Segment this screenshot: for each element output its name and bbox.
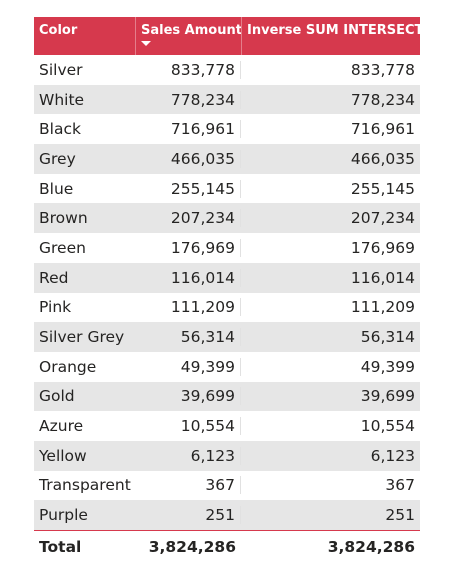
table-row[interactable]: Pink 111,209 111,209 [34, 293, 420, 323]
table-header: Color Sales Amount Inverse SUM INTERSECT [34, 17, 420, 55]
table-row[interactable]: Silver 833,778 833,778 [34, 55, 420, 85]
table-row[interactable]: Black 716,961 716,961 [34, 114, 420, 144]
inverse-sum-intersect-cell: 716,961 [350, 120, 415, 139]
sales-amount-cell: 176,969 [135, 238, 241, 257]
total-inverse-sum-intersect: 3,824,286 [327, 538, 415, 556]
column-header-sales-amount-label: Sales Amount [141, 23, 241, 38]
color-cell: Silver [39, 60, 83, 79]
sales-amount-cell: 716,961 [135, 120, 241, 139]
table-row[interactable]: Blue 255,145 255,145 [34, 174, 420, 204]
column-header-color[interactable]: Color [34, 17, 135, 55]
sales-amount-cell: 49,399 [135, 357, 241, 376]
column-header-inverse-sum-intersect[interactable]: Inverse SUM INTERSECT [241, 17, 420, 55]
sales-amount-cell: 251 [135, 506, 241, 525]
column-header-sales-amount[interactable]: Sales Amount [135, 17, 241, 55]
table-row[interactable]: Red 116,014 116,014 [34, 262, 420, 293]
table-row[interactable]: Orange 49,399 49,399 [34, 352, 420, 382]
color-cell: Transparent [39, 476, 131, 495]
sales-amount-cell: 10,554 [135, 417, 241, 436]
inverse-sum-intersect-cell: 116,014 [350, 268, 415, 287]
inverse-sum-intersect-cell: 367 [385, 476, 415, 495]
color-cell: Yellow [39, 446, 87, 465]
inverse-sum-intersect-cell: 251 [385, 506, 415, 525]
table-row[interactable]: Silver Grey 56,314 56,314 [34, 322, 420, 352]
inverse-sum-intersect-cell: 39,699 [360, 387, 415, 406]
color-cell: Black [39, 120, 81, 139]
sales-amount-cell: 255,145 [135, 179, 241, 198]
sales-amount-cell: 833,778 [135, 60, 241, 79]
inverse-sum-intersect-cell: 466,035 [350, 149, 415, 168]
inverse-sum-intersect-cell: 833,778 [350, 60, 415, 79]
color-cell: Gold [39, 387, 75, 406]
sales-amount-cell: 111,209 [135, 298, 241, 317]
color-cell: Brown [39, 209, 88, 228]
total-label: Total [39, 538, 82, 556]
table-row[interactable]: Transparent 367 367 [34, 471, 420, 501]
sales-amount-cell: 778,234 [135, 90, 241, 109]
color-cell: Azure [39, 417, 84, 436]
inverse-sum-intersect-cell: 10,554 [360, 417, 415, 436]
inverse-sum-intersect-cell: 6,123 [370, 446, 415, 465]
sales-amount-cell: 207,234 [135, 209, 241, 228]
column-header-inverse-label: Inverse SUM INTERSECT [247, 23, 420, 38]
inverse-sum-intersect-cell: 207,234 [350, 209, 415, 228]
color-cell: White [39, 90, 85, 109]
color-cell: Silver Grey [39, 328, 125, 347]
table-row[interactable]: Green 176,969 176,969 [34, 233, 420, 263]
inverse-sum-intersect-cell: 49,399 [360, 357, 415, 376]
column-header-color-label: Color [39, 23, 78, 38]
color-cell: Orange [39, 357, 97, 376]
inverse-sum-intersect-cell: 255,145 [350, 179, 415, 198]
table-row[interactable]: Purple 251 251 [34, 500, 420, 530]
table-row[interactable]: Grey 466,035 466,035 [34, 144, 420, 174]
color-cell: Green [39, 238, 86, 257]
sales-amount-cell: 466,035 [135, 149, 241, 168]
table-row[interactable]: Azure 10,554 10,554 [34, 411, 420, 441]
table-row[interactable]: White 778,234 778,234 [34, 84, 420, 115]
sales-amount-cell: 39,699 [135, 387, 241, 406]
sales-amount-cell: 116,014 [135, 268, 241, 287]
inverse-sum-intersect-cell: 778,234 [350, 90, 415, 109]
table-visual: Color Sales Amount Inverse SUM INTERSECT… [34, 17, 420, 563]
inverse-sum-intersect-cell: 111,209 [350, 298, 415, 317]
sales-amount-cell: 6,123 [135, 446, 241, 465]
table-body: Silver 833,778 833,778 White 778,234 778,234 B… [34, 55, 420, 531]
inverse-sum-intersect-cell: 56,314 [360, 328, 415, 347]
total-row: Total 3,824,286 3,824,286 [34, 531, 420, 563]
color-cell: Pink [39, 298, 72, 317]
total-sales-amount: 3,824,286 [148, 538, 236, 556]
table-row[interactable]: Yellow 6,123 6,123 [34, 440, 420, 471]
table-row[interactable]: Gold 39,699 39,699 [34, 381, 420, 412]
color-cell: Red [39, 268, 69, 287]
color-cell: Purple [39, 506, 88, 525]
sort-down-arrow-icon [141, 41, 151, 46]
color-cell: Blue [39, 179, 74, 198]
sales-amount-cell: 56,314 [135, 328, 241, 347]
inverse-sum-intersect-cell: 176,969 [350, 238, 415, 257]
table-row[interactable]: Brown 207,234 207,234 [34, 203, 420, 234]
color-cell: Grey [39, 149, 76, 168]
sales-amount-cell: 367 [135, 476, 241, 495]
